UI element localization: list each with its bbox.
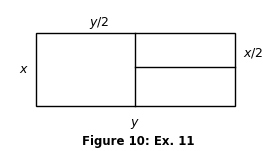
Text: $x$: $x$ <box>18 63 28 76</box>
Text: $y$: $y$ <box>130 117 140 131</box>
Text: $y/2$: $y/2$ <box>89 15 109 31</box>
Text: $x/2$: $x/2$ <box>243 46 263 60</box>
Text: Figure 10: Ex. 11: Figure 10: Ex. 11 <box>82 135 194 148</box>
Bar <box>36 33 235 106</box>
